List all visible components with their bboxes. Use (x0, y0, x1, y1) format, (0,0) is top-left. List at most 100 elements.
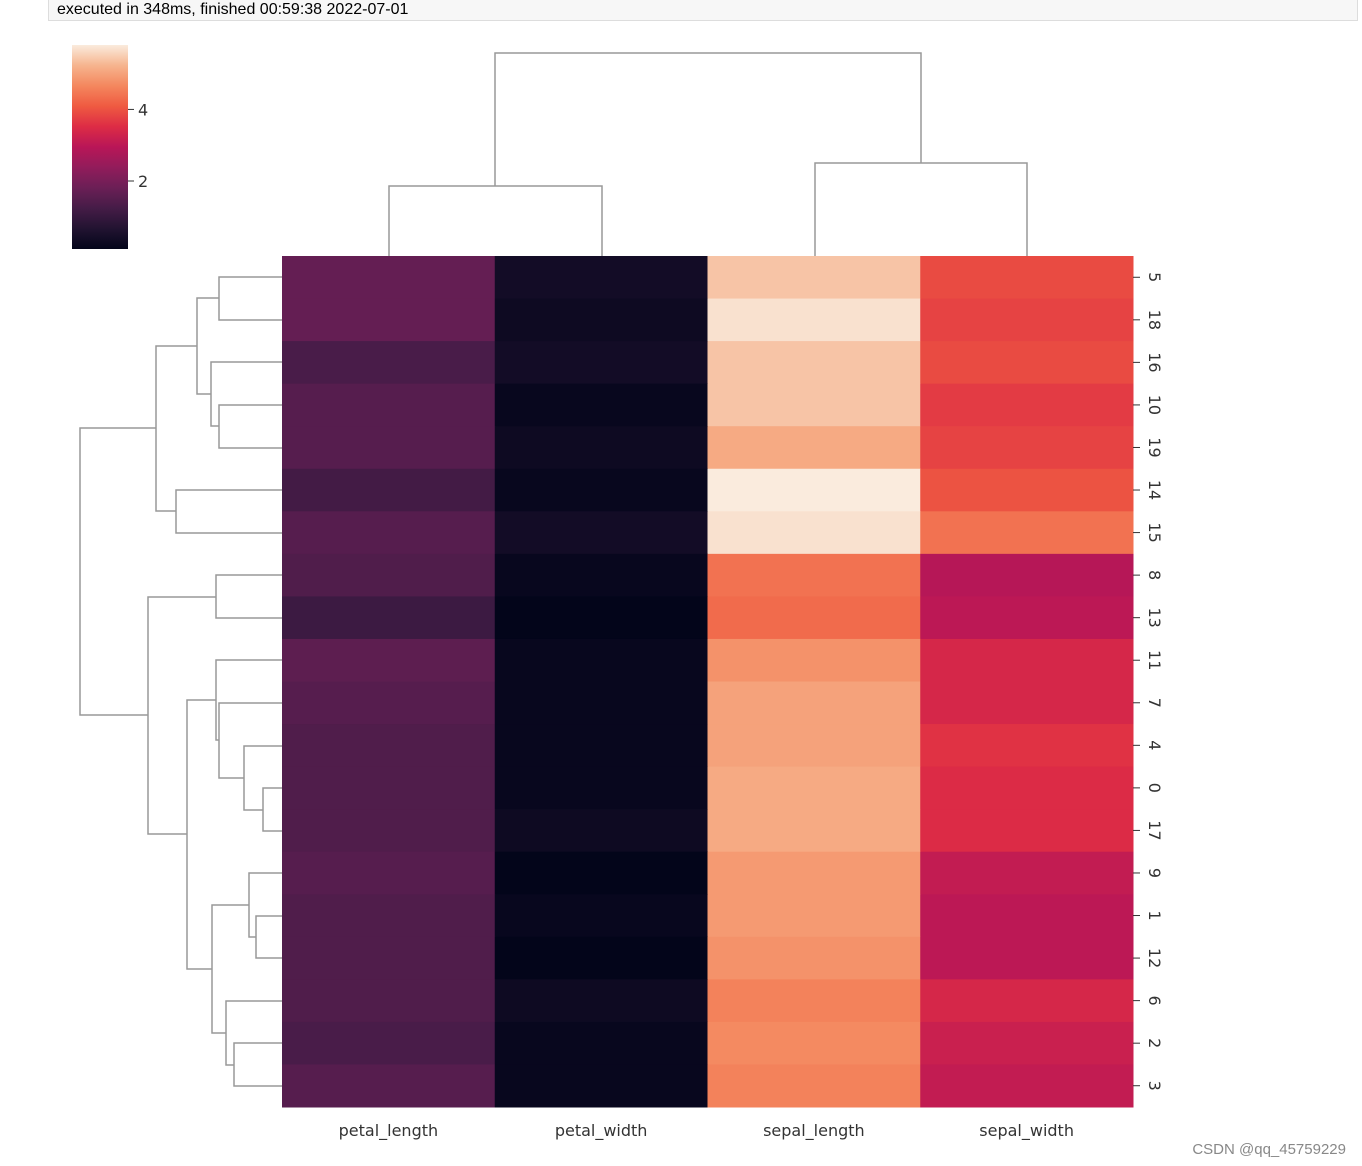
heatmap-cell (494, 426, 708, 470)
row-label: 1 (1145, 910, 1164, 920)
heatmap-cell (707, 256, 921, 300)
heatmap-cell (282, 298, 496, 342)
column-label: petal_width (555, 1121, 648, 1141)
heatmap-cell (282, 681, 496, 725)
heatmap-cell (707, 936, 921, 980)
watermark: CSDN @qq_45759229 (1192, 1141, 1346, 1158)
row-label: 3 (1145, 1081, 1164, 1091)
row-label: 2 (1145, 1038, 1164, 1048)
column-label: sepal_length (763, 1121, 865, 1141)
row-label: 13 (1145, 607, 1164, 627)
heatmap-cell (494, 383, 708, 427)
heatmap-cell (920, 1021, 1134, 1065)
heatmap-cell (920, 256, 1134, 300)
heatmap-cell (494, 851, 708, 895)
heatmap-cell (494, 1064, 708, 1108)
heatmap-cell (920, 979, 1134, 1023)
heatmap-cell (282, 724, 496, 768)
row-dendrogram (79, 276, 282, 1087)
heatmap-cell (920, 851, 1134, 895)
heatmap-cell (494, 638, 708, 682)
heatmap-cell (707, 681, 921, 725)
heatmap-cell (282, 851, 496, 895)
heatmap-cell (707, 341, 921, 385)
heatmap-cell (282, 426, 496, 470)
heatmap-cell (282, 1064, 496, 1108)
row-label: 7 (1145, 698, 1164, 708)
heatmap-cell (920, 511, 1134, 555)
row-label: 9 (1145, 868, 1164, 878)
heatmap-cell (494, 979, 708, 1023)
heatmap-cell (282, 341, 496, 385)
heatmap-cell (494, 681, 708, 725)
row-label: 14 (1145, 480, 1164, 500)
row-label: 16 (1145, 352, 1164, 372)
row-label: 10 (1145, 395, 1164, 415)
row-label: 11 (1145, 650, 1164, 670)
column-label: sepal_width (979, 1121, 1074, 1141)
heatmap-cell (282, 511, 496, 555)
heatmap-cell (282, 553, 496, 597)
heatmap-cell (494, 256, 708, 300)
heatmap-cell (707, 553, 921, 597)
heatmap-cell (920, 936, 1134, 980)
heatmap-cell (282, 596, 496, 640)
heatmap-cell (707, 1021, 921, 1065)
row-label: 12 (1145, 948, 1164, 968)
heatmap-cell (282, 468, 496, 512)
heatmap-cell (282, 809, 496, 853)
heatmap-cell (920, 553, 1134, 597)
heatmap-cell (920, 1064, 1134, 1108)
execution-status: executed in 348ms, finished 00:59:38 202… (48, 0, 1358, 21)
heatmap-cell (494, 511, 708, 555)
heatmap-cell (282, 766, 496, 810)
heatmap-cell (494, 936, 708, 980)
heatmap-cell (494, 894, 708, 938)
heatmap-cell (920, 426, 1134, 470)
row-label: 6 (1145, 996, 1164, 1006)
heatmap-cell (920, 724, 1134, 768)
heatmap-cell (920, 681, 1134, 725)
row-label: 17 (1145, 820, 1164, 840)
heatmap-cell (282, 383, 496, 427)
heatmap-cell (282, 1021, 496, 1065)
heatmap-cell (920, 596, 1134, 640)
row-label: 19 (1145, 437, 1164, 457)
heatmap-cell (494, 1021, 708, 1065)
row-label: 4 (1145, 740, 1164, 750)
heatmap-cell (282, 979, 496, 1023)
heatmap-cell (920, 468, 1134, 512)
heatmap-cell (494, 766, 708, 810)
heatmap-cell (707, 468, 921, 512)
heatmap-cell (707, 724, 921, 768)
heatmap-cell (707, 809, 921, 853)
heatmap-cell (920, 638, 1134, 682)
heatmap-cell (920, 766, 1134, 810)
heatmap-cell (707, 638, 921, 682)
heatmap-cell (920, 894, 1134, 938)
heatmap-cell (494, 809, 708, 853)
heatmap-cell (494, 341, 708, 385)
heatmap-cell (920, 298, 1134, 342)
row-label: 8 (1145, 570, 1164, 580)
colorbar-tick-label: 4 (138, 100, 148, 119)
heatmap-cell (494, 596, 708, 640)
heatmap-cell (494, 298, 708, 342)
heatmap-cell (707, 894, 921, 938)
heatmap-cell (920, 383, 1134, 427)
heatmap-cell (494, 724, 708, 768)
row-label: 0 (1145, 783, 1164, 793)
heatmap-cell (707, 511, 921, 555)
row-label: 15 (1145, 522, 1164, 542)
heatmap-cell (707, 596, 921, 640)
heatmap-cell (282, 936, 496, 980)
heatmap-cell (707, 851, 921, 895)
row-label: 18 (1145, 310, 1164, 330)
heatmap-cell (282, 256, 496, 300)
heatmap-cell (707, 1064, 921, 1108)
heatmap-cell (707, 298, 921, 342)
colorbar-tick-label: 2 (138, 172, 148, 191)
heatmap-cell (494, 468, 708, 512)
